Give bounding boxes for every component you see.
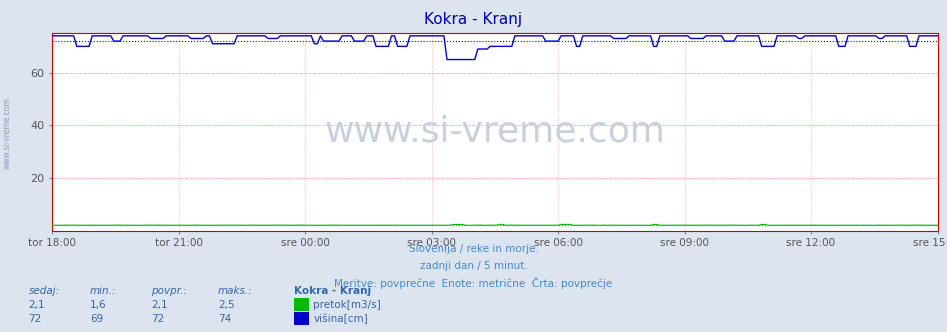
Text: 1,6: 1,6 [90, 300, 107, 310]
Text: 72: 72 [28, 314, 42, 324]
Text: zadnji dan / 5 minut.: zadnji dan / 5 minut. [420, 261, 527, 271]
Text: Kokra - Kranj: Kokra - Kranj [424, 12, 523, 27]
Text: 74: 74 [218, 314, 231, 324]
Text: 2,5: 2,5 [218, 300, 235, 310]
Text: 2,1: 2,1 [152, 300, 169, 310]
Text: sedaj:: sedaj: [28, 286, 60, 296]
Text: 72: 72 [152, 314, 165, 324]
Text: min.:: min.: [90, 286, 116, 296]
Text: maks.:: maks.: [218, 286, 253, 296]
Text: pretok[m3/s]: pretok[m3/s] [313, 300, 382, 310]
Text: Slovenija / reke in morje.: Slovenija / reke in morje. [408, 244, 539, 254]
Text: 69: 69 [90, 314, 103, 324]
Text: 2,1: 2,1 [28, 300, 45, 310]
Text: Meritve: povprečne  Enote: metrične  Črta: povprečje: Meritve: povprečne Enote: metrične Črta:… [334, 277, 613, 289]
Text: www.si-vreme.com: www.si-vreme.com [324, 115, 666, 149]
Text: povpr.:: povpr.: [152, 286, 188, 296]
Text: www.si-vreme.com: www.si-vreme.com [3, 97, 12, 169]
Text: višina[cm]: višina[cm] [313, 314, 368, 324]
Text: Kokra - Kranj: Kokra - Kranj [294, 286, 370, 296]
